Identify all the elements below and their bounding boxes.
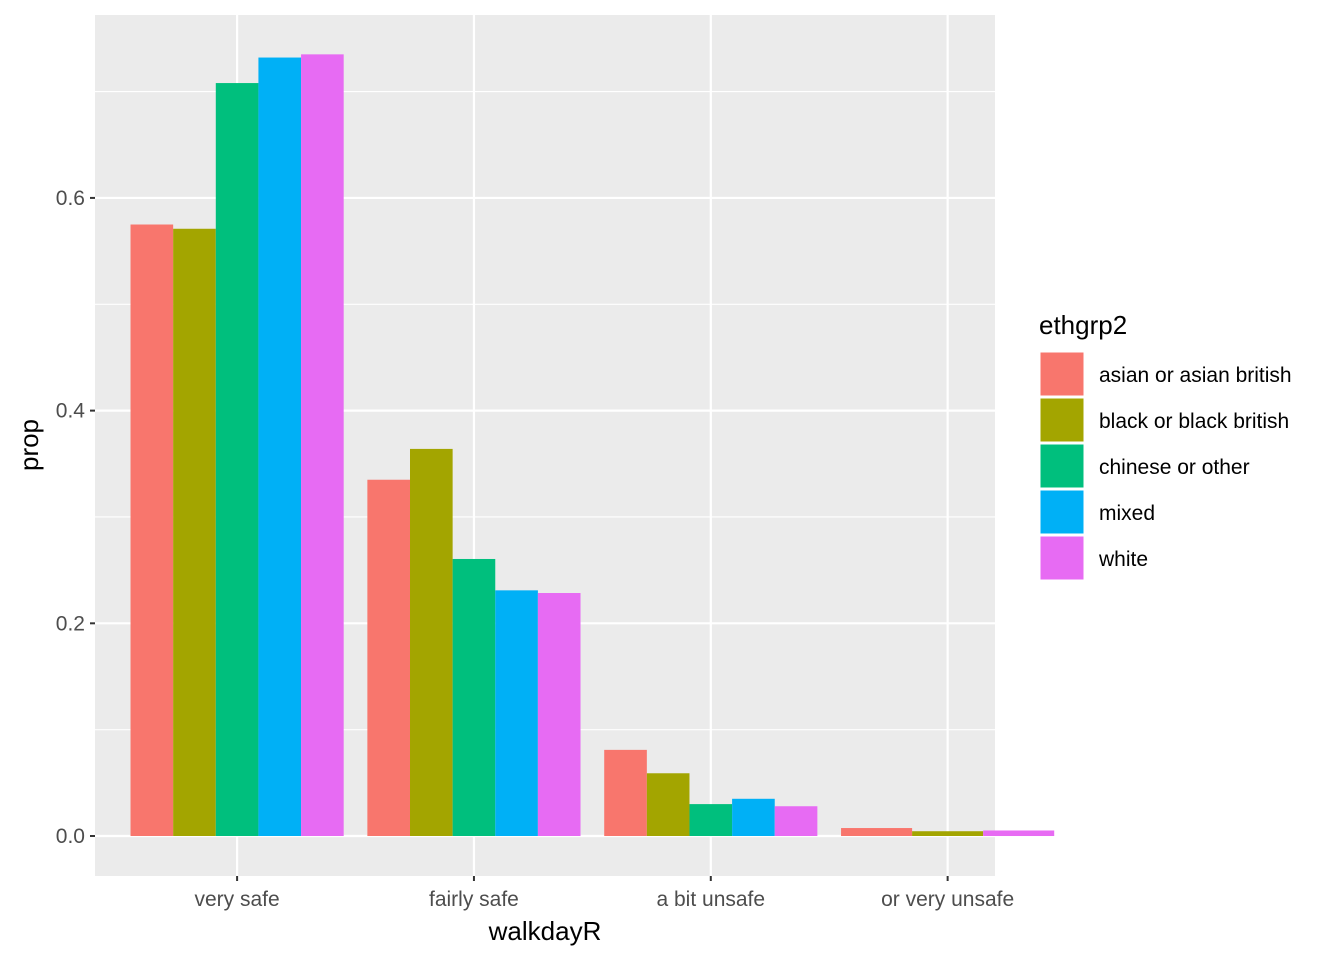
bar [646, 773, 690, 837]
bar [301, 54, 344, 837]
legend-key [1039, 397, 1085, 443]
bar [215, 83, 259, 837]
axes: 0.0 0.2 0.4 0.6 very safe fairly safe a bit un… [56, 187, 1014, 911]
y-tick-label: 0.4 [56, 400, 86, 423]
bar [689, 804, 733, 837]
y-tick-label: 0.6 [56, 187, 85, 210]
x-axis-title: walkdayR [488, 916, 602, 946]
legend: ethgrp2 asian or asian british black or b… [1039, 310, 1292, 581]
bar [258, 57, 302, 837]
bar [912, 831, 984, 837]
y-axis-title: prop [14, 419, 44, 471]
y-tick-label: 0.2 [56, 612, 85, 635]
x-tick-label: a bit unsafe [656, 888, 765, 911]
bar [537, 593, 581, 837]
legend-label: black or black british [1099, 410, 1289, 433]
bar [452, 558, 496, 837]
bar [732, 798, 775, 837]
legend-label: white [1098, 548, 1148, 571]
legend-label: chinese or other [1099, 456, 1250, 479]
bars [130, 54, 1055, 837]
bar [841, 828, 913, 837]
legend-key [1039, 443, 1085, 489]
legend-key [1039, 351, 1085, 397]
legend-label: asian or asian british [1099, 364, 1292, 387]
legend-label: mixed [1099, 502, 1155, 525]
bar [604, 749, 647, 837]
x-tick-label: fairly safe [429, 888, 519, 911]
bar [410, 448, 453, 837]
legend-key [1039, 489, 1085, 535]
legend-title: ethgrp2 [1039, 310, 1127, 340]
bar [774, 806, 818, 837]
bar [130, 224, 174, 837]
x-tick-label: very safe [195, 888, 280, 911]
bar [495, 590, 538, 837]
bar [367, 479, 410, 837]
x-tick-label: or very unsafe [881, 888, 1014, 911]
bar [173, 228, 216, 837]
bar [983, 830, 1055, 837]
legend-key [1039, 535, 1085, 581]
y-tick-label: 0.0 [56, 825, 85, 848]
